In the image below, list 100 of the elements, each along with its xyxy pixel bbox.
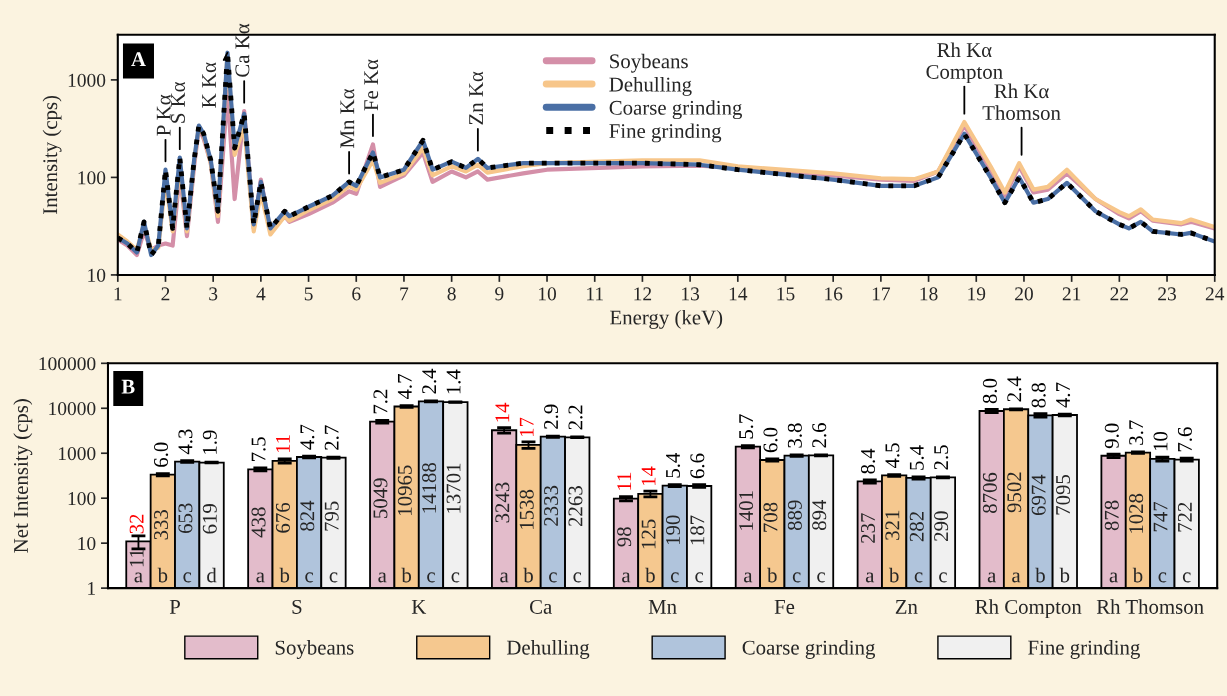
annotation: a (1012, 572, 1021, 583)
data-label: 619 (202, 504, 217, 534)
data-label: 722 (1177, 502, 1192, 532)
legend-label: Fine grinding (1028, 639, 1140, 659)
annotation: c (939, 572, 947, 583)
annotation: 1.4 (446, 369, 461, 394)
data-label: 7095 (1055, 474, 1071, 515)
x-tick-label: 13 (682, 287, 700, 301)
data-label: 438 (251, 507, 266, 538)
annotation: 2.9 (544, 404, 559, 429)
x-tick-label: 3 (209, 287, 218, 301)
annotation: Fe Kα (364, 59, 379, 111)
y-tick-label: 1000 (68, 73, 106, 87)
x-tick-label: 9 (495, 287, 504, 301)
annotation: c (695, 572, 704, 583)
data-label: 237 (861, 513, 876, 543)
data-label: 290 (934, 511, 949, 541)
annotation: a (134, 572, 143, 583)
x-tick-label: 8 (447, 287, 456, 301)
data-label: 894 (812, 499, 827, 531)
annotation: c (1158, 572, 1167, 583)
x-tick-label: P (169, 600, 180, 614)
legend-label: Dehulling (609, 76, 692, 96)
annotation: Ca Kα (235, 23, 250, 77)
data-label: 333 (154, 510, 169, 540)
data-label: 190 (665, 515, 680, 545)
annotation: 8.4 (860, 448, 876, 474)
data-label: 5049 (373, 478, 388, 518)
annotation: b (888, 567, 899, 583)
annotation: 10 (1153, 431, 1168, 451)
data-label: 125 (641, 519, 656, 549)
annotation: c (451, 572, 460, 583)
annotation: a (1109, 572, 1118, 583)
data-label: 676 (275, 502, 290, 533)
annotation: a (865, 572, 875, 583)
x-tick-label: Zn (895, 600, 918, 614)
annotation: 6.0 (153, 442, 169, 467)
x-tick-label: Fe (774, 600, 795, 614)
annotation: b (401, 567, 412, 583)
annotation: c (329, 572, 338, 583)
annotation: c (914, 572, 923, 583)
annotation: d (207, 567, 217, 583)
annotation: b (767, 567, 777, 583)
annotation: P Kα (156, 94, 171, 136)
annotation: A (131, 52, 146, 67)
annotation: b (279, 567, 290, 583)
legend-label: Coarse grinding (742, 639, 876, 659)
data-label: 10965 (397, 465, 412, 515)
annotation: c (670, 572, 679, 583)
x-tick-label: 5 (304, 287, 313, 301)
x-tick-label: 11 (587, 287, 603, 301)
x-tick-label: 12 (634, 287, 652, 301)
y-tick-label: 100000 (39, 357, 96, 371)
x-tick-label: 6 (352, 287, 361, 301)
annotation: 14 (495, 402, 510, 422)
legend-label: Dehulling (506, 639, 590, 659)
x-tick-label: 14 (729, 287, 748, 301)
annotation: 3.8 (787, 423, 802, 448)
y-tick-label: 10000 (49, 402, 96, 416)
annotation: 14 (641, 466, 656, 486)
data-label: 1538 (519, 489, 534, 529)
annotation: c (305, 572, 314, 583)
data-label: 14188 (422, 462, 437, 513)
data-label: 187 (690, 515, 705, 545)
data-label: 1401 (739, 491, 754, 530)
x-tick-label: 23 (1158, 287, 1176, 301)
annotation: B (121, 379, 135, 394)
annotation: b (1059, 567, 1070, 583)
data-label: 747 (1153, 501, 1168, 532)
x-tick-label: Mn (648, 600, 677, 614)
annotation: 8.0 (982, 378, 997, 404)
y-axis-title: Intensity (cps) (42, 95, 62, 214)
x-tick-label: 24 (1205, 287, 1225, 301)
x-tick-label: 15 (777, 287, 795, 301)
y-tick-label: 1000 (58, 447, 96, 461)
legend-label: Soybeans (275, 639, 354, 659)
data-label: 13701 (446, 463, 461, 513)
y-tick-label: 100 (68, 492, 96, 506)
annotation: Zn Kα (469, 71, 484, 125)
x-tick-label: 21 (1062, 287, 1081, 301)
annotation: c (427, 572, 435, 583)
annotation: K Kα (202, 62, 217, 108)
annotation: 7.5 (251, 437, 266, 462)
data-label: 708 (763, 502, 778, 532)
annotation: a (378, 572, 387, 583)
annotation: S Kα (171, 81, 186, 123)
annotation: 2.4 (422, 368, 437, 394)
legend-label: Coarse grinding (609, 100, 742, 120)
x-tick-label: 10 (539, 287, 557, 301)
data-label: 321 (885, 510, 900, 540)
annotation: c (1182, 572, 1191, 583)
annotation: 4.7 (397, 374, 412, 400)
data-label: 653 (178, 503, 193, 533)
annotation: 4.7 (1056, 382, 1071, 408)
data-label: 878 (1104, 500, 1119, 531)
annotation: 4.7 (300, 424, 315, 450)
annotation: c (549, 572, 557, 583)
annotation: b (1035, 567, 1045, 583)
x-tick-label: 17 (872, 287, 891, 301)
annotation: 32 (129, 514, 144, 534)
